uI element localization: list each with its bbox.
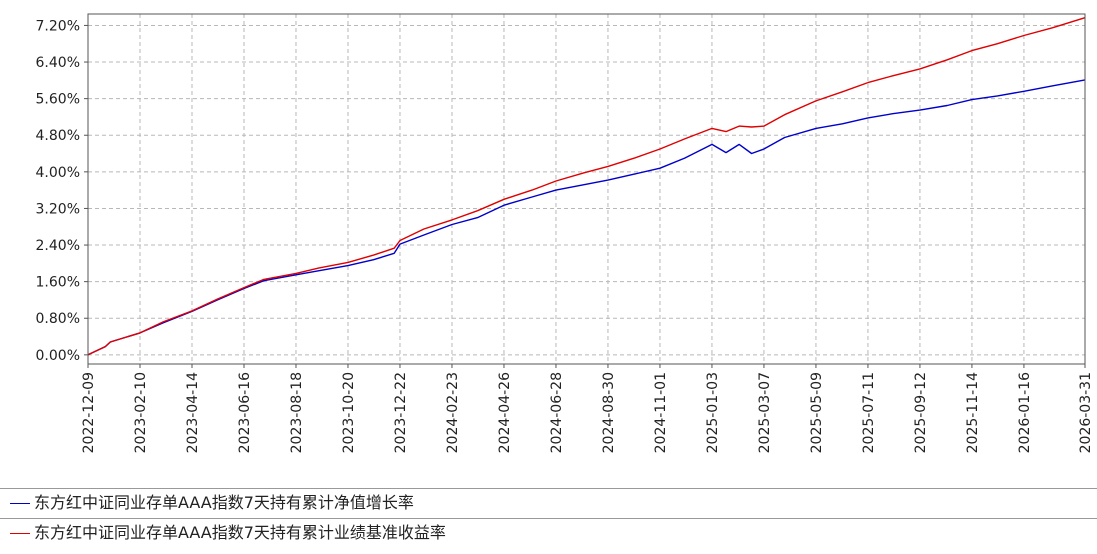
x-tick-label: 2025-09-12 (913, 372, 929, 453)
x-tick-label: 2023-12-22 (393, 372, 409, 453)
legend-swatch-red (10, 533, 30, 534)
legend-separator (0, 488, 1097, 489)
y-axis-tick-labels: 0.00% 0.80% 1.60% 2.40% 3.20% 4.00% 4.80% 5.60%… (36, 18, 88, 364)
legend-item-nav-growth: 东方红中证同业存单AAA指数7天持有累计净值增长率 (0, 488, 1097, 518)
series-line-1 (87, 17, 1086, 356)
x-axis-tick-labels: 2022-12-09 2023-02-10 2023-04-14 2023-06-16… (81, 364, 1094, 453)
legend-swatch-blue (10, 503, 30, 504)
x-tick-label: 2024-06-28 (549, 372, 565, 453)
x-tick-label: 2025-11-14 (965, 372, 981, 453)
legend: 东方红中证同业存单AAA指数7天持有累计净值增长率 东方红中证同业存单AAA指数… (0, 488, 1097, 548)
x-tick-label: 2023-08-18 (289, 372, 305, 453)
legend-separator (0, 518, 1097, 519)
legend-item-benchmark-return: 东方红中证同业存单AAA指数7天持有累计业绩基准收益率 (0, 518, 1097, 548)
series-line-0 (87, 79, 1086, 356)
x-tick-label: 2024-11-01 (653, 372, 669, 453)
grid-lines (87, 14, 1086, 364)
x-tick-label: 2023-02-10 (133, 372, 149, 453)
y-tick-label: 7.20% (36, 18, 80, 34)
x-tick-label: 2024-08-30 (601, 372, 617, 453)
x-tick-label: 2025-03-07 (757, 372, 773, 453)
y-tick-label: 0.00% (36, 348, 80, 364)
x-tick-label: 2023-06-16 (237, 372, 253, 453)
legend-label-benchmark-return: 东方红中证同业存单AAA指数7天持有累计业绩基准收益率 (34, 523, 446, 542)
y-tick-label: 0.80% (36, 311, 80, 327)
y-tick-label: 6.40% (36, 55, 80, 71)
legend-label-nav-growth: 东方红中证同业存单AAA指数7天持有累计净值增长率 (34, 493, 414, 512)
y-tick-label: 1.60% (36, 275, 80, 291)
series-lines (87, 17, 1086, 356)
x-tick-label: 2026-03-31 (1078, 372, 1094, 453)
y-tick-label: 4.00% (36, 165, 80, 181)
y-tick-label: 5.60% (36, 92, 80, 108)
x-tick-label: 2022-12-09 (81, 372, 97, 453)
line-chart: 0.00% 0.80% 1.60% 2.40% 3.20% 4.00% 4.80% 5.60%… (36, 13, 1094, 453)
x-tick-label: 2025-07-11 (861, 372, 877, 453)
x-tick-label: 2024-04-26 (497, 372, 513, 453)
x-tick-label: 2024-02-23 (445, 372, 461, 453)
x-tick-label: 2025-05-09 (809, 372, 825, 453)
x-tick-label: 2023-10-20 (341, 372, 357, 453)
plot-frame (87, 13, 1086, 365)
x-tick-label: 2025-01-03 (705, 372, 721, 453)
y-tick-label: 2.40% (36, 238, 80, 254)
x-tick-label: 2026-01-16 (1017, 372, 1033, 453)
y-tick-label: 3.20% (36, 201, 80, 217)
y-tick-label: 4.80% (36, 128, 80, 144)
x-tick-label: 2023-04-14 (185, 372, 201, 453)
